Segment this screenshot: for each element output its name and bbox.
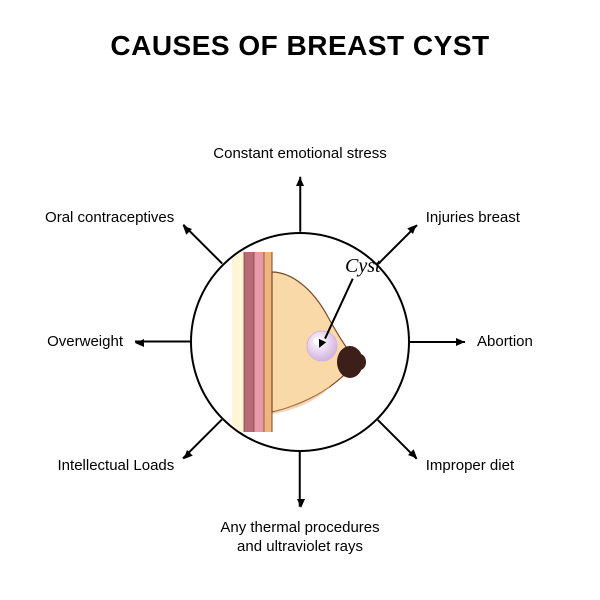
arrow-head-icon [177,452,190,465]
arrow-head-icon [296,503,305,512]
cause-label: Constant emotional stress [170,145,430,164]
cyst-label: Cyst [345,255,381,278]
arrow-head-icon [177,219,190,232]
arrow-head-icon [410,219,423,232]
cause-label: Any thermal procedures and ultraviolet r… [170,519,430,557]
radial-diagram: Cyst Constant emotional stress Injuries b… [0,60,600,600]
cause-label: Overweight [0,333,123,352]
arrow-head-icon [131,338,140,347]
arrow-head-icon [461,338,470,347]
cause-label: Improper diet [426,457,514,476]
page-title: CAUSES OF BREAST CYST [0,30,600,62]
arrow-head-icon [296,173,305,182]
cause-label: Intellectual Loads [0,457,174,476]
cause-label: Injuries breast [426,209,520,228]
cause-label: Oral contraceptives [0,209,174,228]
arrow-head-icon [410,452,423,465]
cause-label: Abortion [477,333,533,352]
